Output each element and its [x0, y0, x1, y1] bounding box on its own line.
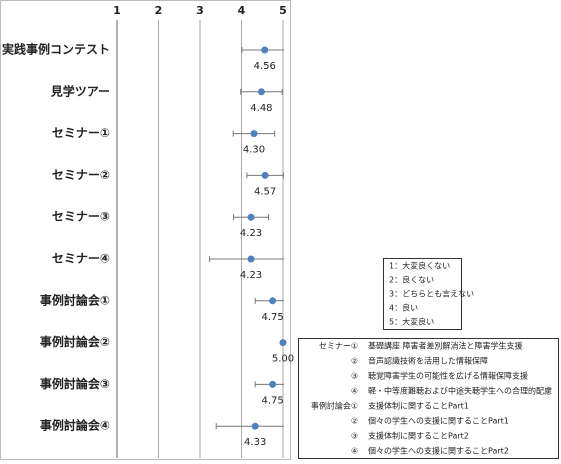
session-legend-label: ② [351, 417, 358, 426]
session-legend-text: 個々の学生への支援に関することPart2 [368, 446, 509, 456]
scale-legend-item: 2：良くない [389, 275, 434, 285]
category-label: セミナー① [52, 126, 110, 140]
dot [279, 339, 287, 347]
category-label: 事例討論会② [40, 334, 110, 349]
category-label: セミナー③ [52, 210, 110, 224]
category-label: セミナー④ [52, 252, 110, 266]
scale-legend-item: 4：良い [389, 303, 418, 313]
session-legend-text: 個々の学生への支援に関することPart1 [368, 416, 509, 426]
dot [261, 171, 269, 179]
session-legend-label: ③ [351, 432, 358, 441]
dot [251, 422, 259, 430]
dot [247, 213, 255, 221]
dot [250, 130, 258, 138]
session-legend-label: セミナー① [319, 342, 358, 351]
session-legend-text: 軽・中等度難聴および中途失聴学生への合理的配慮 [368, 386, 552, 396]
x-tick-label: 3 [196, 4, 204, 17]
scale-legend-item: 5：大変良い [389, 317, 434, 327]
scale-legend-box [383, 258, 462, 330]
x-tick-label: 2 [155, 4, 163, 17]
x-tick-label: 1 [113, 4, 121, 17]
x-tick-label: 5 [279, 4, 287, 17]
value-label: 4.75 [261, 312, 283, 323]
session-legend-box [298, 338, 559, 459]
category-label: 事例討論会① [40, 292, 110, 307]
session-legend-label: ④ [351, 387, 358, 396]
value-label: 4.57 [254, 186, 276, 197]
session-legend-label: ② [351, 357, 358, 366]
value-label: 4.23 [240, 270, 262, 281]
session-legend-label: ③ [351, 372, 358, 381]
scale-legend-item: 1：大変良くない [389, 261, 450, 271]
session-legend-label: ④ [351, 447, 358, 456]
category-label: セミナー② [52, 168, 110, 182]
session-legend-text: 聴覚障害学生の可能性を広げる情報保障支援 [368, 371, 528, 381]
value-label: 4.23 [240, 228, 262, 239]
category-label: 事例討論会④ [40, 418, 110, 433]
value-label: 4.75 [261, 395, 283, 406]
session-legend-text: 支援体制に関することPart1 [368, 401, 469, 411]
dot [269, 380, 277, 388]
session-legend-label: 事例討論会① [311, 401, 358, 411]
value-label: 4.48 [250, 103, 272, 114]
scale-legend-item: 3：どちらとも言えない [389, 289, 474, 299]
value-label: 4.30 [243, 145, 265, 156]
category-label: 事例討論会③ [40, 376, 110, 391]
value-label: 4.56 [254, 61, 276, 72]
dot [261, 46, 269, 54]
value-label: 5.00 [272, 354, 294, 365]
session-legend-text: 支援体制に関することPart2 [368, 431, 469, 441]
x-tick-label: 4 [238, 4, 246, 17]
category-label: 実践事例コンテスト [2, 42, 110, 57]
category-label: 見学ツアー [50, 83, 110, 98]
value-label: 4.33 [244, 437, 266, 448]
session-legend-text: 音声認識技術を活用した情報保障 [368, 356, 488, 366]
dot [269, 297, 277, 305]
dot [247, 255, 255, 263]
dot [257, 88, 265, 96]
session-legend-text: 基礎講座 障害者差別解消法と障害学生支援 [368, 341, 523, 351]
